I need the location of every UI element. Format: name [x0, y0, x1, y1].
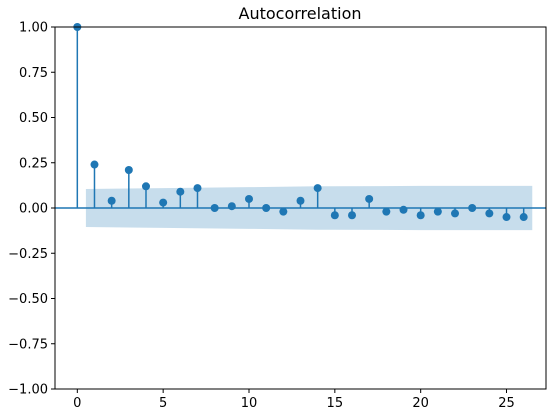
x-tick-label: 15 [327, 396, 344, 411]
stem-marker [399, 205, 408, 214]
stem-marker [124, 165, 133, 174]
stem-marker [416, 211, 425, 220]
stem-marker [176, 187, 185, 196]
stem-marker [210, 204, 219, 212]
y-tick-label: 0.25 [19, 156, 48, 171]
stem-marker [244, 194, 253, 203]
x-axis: 0 5 10 15 20 25 [73, 389, 515, 411]
x-tick-label: 10 [241, 396, 258, 411]
stem-marker [468, 204, 477, 212]
stem-marker [159, 198, 168, 207]
x-tick-label: 20 [412, 396, 429, 411]
y-tick-label: 1.00 [19, 21, 48, 36]
stem-marker [279, 207, 288, 216]
stem-marker [107, 196, 116, 205]
stem-marker [193, 184, 202, 193]
y-axis: 1.00 0.75 0.50 0.25 0.00 −0.25 −0.50 −0.75 −1.00 [8, 21, 55, 398]
chart-title: Autocorrelation [239, 4, 362, 23]
x-tick-label: 25 [498, 396, 515, 411]
stem-marker [451, 209, 460, 218]
stem-layer [73, 23, 528, 222]
stem-marker [141, 182, 150, 191]
y-tick-label: 0.00 [19, 202, 48, 217]
stem-marker [382, 207, 391, 216]
x-tick-label: 5 [159, 396, 167, 411]
y-tick-label: −1.00 [8, 383, 48, 398]
stem-marker [262, 204, 271, 212]
y-tick-label: −0.75 [8, 337, 48, 352]
y-tick-label: −0.50 [8, 292, 48, 307]
y-tick-label: −0.25 [8, 247, 48, 262]
x-tick-label: 0 [73, 396, 81, 411]
stem-marker [433, 207, 442, 216]
y-tick-label: 0.75 [19, 66, 48, 81]
stem-marker [330, 211, 339, 220]
y-tick-label: 0.50 [19, 111, 48, 126]
stem-marker [519, 213, 528, 222]
stem-marker [348, 211, 357, 220]
stem-marker [485, 209, 494, 218]
stem-marker [502, 213, 511, 222]
stem-marker [296, 196, 305, 205]
stem-marker [227, 202, 236, 211]
stem-marker [90, 160, 99, 169]
stem-marker [365, 194, 374, 203]
stem-marker [313, 184, 322, 193]
